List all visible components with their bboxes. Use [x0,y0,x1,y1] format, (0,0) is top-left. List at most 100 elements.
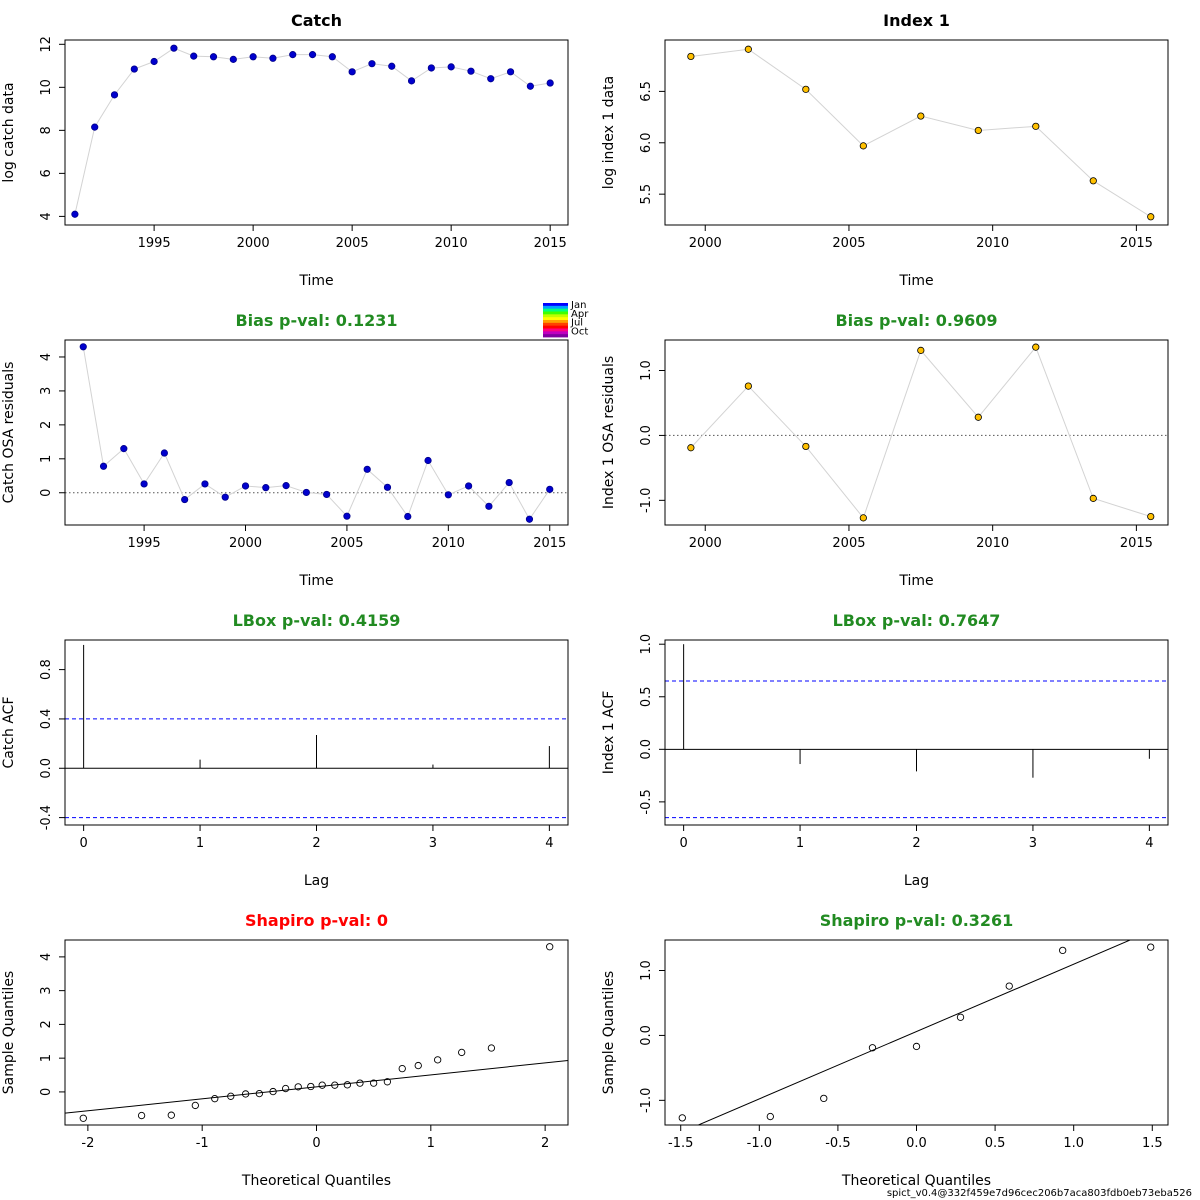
data-point [546,485,554,493]
data-point [398,1064,406,1073]
x-tick-label: 2010 [976,236,1009,251]
data-point [281,1084,290,1093]
plot-area [65,644,568,819]
y-tick-label: 4 [39,212,54,220]
x-tick-label: 3 [1029,836,1037,851]
x-tick-label: 4 [1145,836,1153,851]
data-point [802,85,810,93]
series-connector-line [82,346,551,521]
y-axis-label: Catch OSA residuals [1,362,17,504]
y-tick-label: 0.0 [39,758,54,779]
data-point [140,480,148,488]
data-point [525,515,534,523]
x-tick-label: 1 [796,836,804,851]
data-point [294,1083,302,1091]
data-point [211,1095,219,1103]
x-tick-label: 2005 [330,536,363,551]
x-axis-label: Theoretical Quantiles [841,1173,991,1189]
panel-index1-data: Index 1 2000 2005 2010 2015 5.5 6.0 6.5 Time log … [601,11,1169,289]
data-point [130,65,138,73]
y-axis-label: log catch data [1,82,17,182]
legend-month-label: Oct [571,326,588,337]
data-point [150,57,158,66]
data-point [269,1087,277,1096]
data-point [289,51,297,59]
plot-frame [64,39,569,226]
data-point [328,53,336,61]
plot-area [65,943,568,1122]
x-axis-label: Time [898,573,933,589]
data-point [343,512,351,520]
data-point [859,514,867,522]
data-point [181,495,189,504]
data-point [269,54,277,62]
x-tick-label: 2015 [1120,236,1153,251]
data-point [302,488,310,497]
data-point [356,1079,364,1087]
plot-frame [664,639,1169,826]
x-tick-label: 1 [196,836,204,851]
y-tick-label: 2 [39,421,54,429]
data-point [912,1042,921,1051]
data-point [241,1090,250,1098]
data-point [414,1061,422,1070]
data-point [487,75,495,83]
data-point [974,413,982,421]
data-point [221,493,229,501]
legend-color-swatch [543,311,568,315]
x-axis-label: Time [898,273,933,289]
plot-frame [664,939,1169,1126]
y-axis-label: Catch ACF [1,696,17,768]
data-point [505,478,513,487]
legend-color-swatch [543,322,568,327]
panel-index1-resid: Bias p-val: 0.9609 2000 2005 2010 2015 -1.0 0.… [601,311,1169,589]
y-tick-label: -0.4 [39,805,54,830]
panel-catch-acf: LBox p-val: 0.4159 0 1 2 3 4 -0.4 0.0 0.4 0.8 Lag C… [1,611,569,889]
data-point [120,445,128,453]
x-tick-label: 2005 [832,536,865,551]
plot-area [665,644,1168,819]
y-tick-label: -1.0 [639,488,654,513]
data-point [79,343,87,351]
x-tick-label: 0.5 [985,1136,1006,1151]
data-point [110,91,119,99]
plot-frame [664,339,1169,526]
y-axis-label: Sample Quantiles [601,971,617,1094]
panel-title: Index 1 [883,11,950,30]
data-point [1089,177,1097,185]
x-axis-label: Time [298,573,333,589]
data-point [167,1111,175,1119]
x-tick-label: 1995 [138,236,171,251]
y-tick-label: 0.8 [39,659,54,680]
y-tick-label: 0.4 [39,709,54,730]
data-point [1147,512,1155,521]
qq-reference-line [65,1060,568,1114]
data-point [190,52,198,60]
panel-index1-acf: LBox p-val: 0.7647 0 1 2 3 4 -0.5 0.0 0.5 1.0 Lag I… [601,611,1169,889]
y-axis-label: log index 1 data [601,76,617,189]
data-point [71,210,79,218]
plot-area [71,44,554,218]
plot-area [665,343,1168,522]
y-tick-label: 1.0 [639,634,654,655]
data-point [447,63,455,71]
y-tick-label: 1 [39,1054,54,1062]
data-point [546,79,554,87]
x-tick-label: 0 [312,1136,320,1151]
legend-color-swatch [543,320,568,324]
data-point [229,55,237,63]
series-connector-line [690,48,1152,218]
plot-area [678,940,1155,1125]
data-point [348,68,356,76]
data-point [388,62,396,70]
plot-frame [64,639,569,826]
x-tick-label: 2000 [237,236,270,251]
data-point [209,53,218,61]
legend-month-label: Jan [570,300,586,311]
panel-title: LBox p-val: 0.7647 [833,611,1001,630]
data-point [323,490,331,499]
x-tick-label: 3 [429,836,437,851]
y-tick-label: 12 [39,36,54,53]
